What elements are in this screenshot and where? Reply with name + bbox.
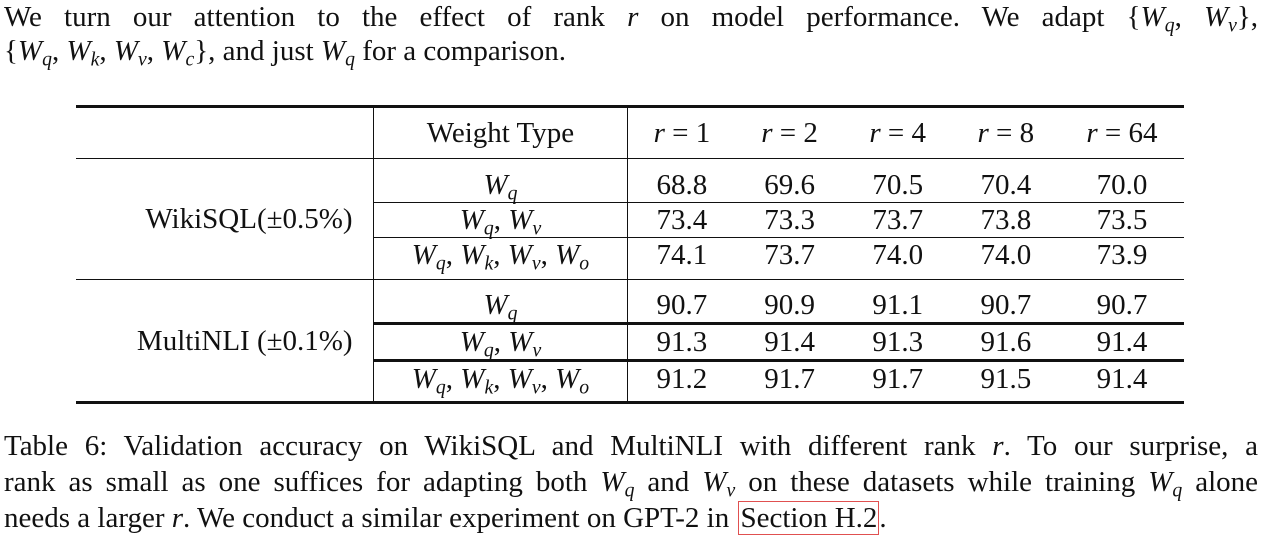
accuracy-cell: 69.6 [735, 158, 844, 203]
header-rank: r = 4 [843, 105, 952, 159]
accuracy-cell: 73.9 [1059, 237, 1184, 280]
section-link[interactable]: Section H.2 [738, 501, 880, 535]
caption-line-1: Table 6: Validation accuracy on WikiSQL … [4, 430, 1258, 462]
accuracy-cell: 90.9 [735, 279, 844, 325]
accuracy-cell: 91.2 [627, 360, 736, 404]
table-caption: Table 6: Validation accuracy on WikiSQL … [4, 428, 1258, 536]
accuracy-cell: 91.7 [843, 360, 952, 404]
accuracy-cell: 90.7 [951, 279, 1060, 325]
header-rank: r = 8 [951, 105, 1060, 159]
accuracy-cell: 91.6 [951, 323, 1060, 362]
dataset-label: MultiNLI (±0.1%) [76, 279, 374, 404]
weight-type-cell: Wq [372, 158, 629, 203]
table-header-row: Weight Type r = 1 r = 2 r = 4 r = 8 r = … [76, 105, 1184, 159]
header-rank: r = 64 [1059, 105, 1184, 159]
accuracy-cell: 73.8 [951, 202, 1060, 238]
accuracy-cell: 73.4 [627, 202, 736, 238]
table-row: Wq, Wv 91.3 91.4 91.3 91.6 91.4 [76, 323, 1184, 362]
intro-paragraph: We turn our attention to the effect of r… [4, 0, 1259, 71]
weight-type-cell: Wq, Wk, Wv, Wo [372, 237, 629, 280]
results-table: Weight Type r = 1 r = 2 r = 4 r = 8 r = … [76, 105, 1184, 404]
weight-type-cell: Wq, Wk, Wv, Wo [372, 360, 629, 404]
accuracy-cell: 91.4 [735, 323, 844, 362]
table-row: Wq, Wv 73.4 73.3 73.7 73.8 73.5 [76, 202, 1184, 238]
table-row: MultiNLI (±0.1%) Wq 90.7 90.9 91.1 90.7 90.7 [76, 279, 1184, 404]
table-group-multinli: MultiNLI (±0.1%) Wq 90.7 90.9 91.1 90.7 90.7 Wq… [76, 279, 1184, 404]
accuracy-cell: 91.3 [843, 323, 952, 362]
header-rank: r = 1 [627, 105, 736, 159]
accuracy-cell: 73.7 [843, 202, 952, 238]
accuracy-cell: 70.5 [843, 158, 952, 203]
accuracy-cell: 73.7 [735, 237, 844, 280]
accuracy-cell: 91.3 [627, 323, 736, 362]
dataset-label: WikiSQL(±0.5%) [76, 158, 374, 280]
accuracy-cell: 91.7 [735, 360, 844, 404]
table-group-wikisql: WikiSQL(±0.5%) Wq 68.8 69.6 70.5 70.4 70.0 Wq, … [76, 158, 1184, 280]
accuracy-cell: 91.1 [843, 279, 952, 325]
header-dataset-cell [76, 105, 374, 159]
weight-type-cell: Wq, Wv [372, 323, 629, 362]
accuracy-cell: 70.4 [951, 158, 1060, 203]
caption-line-2: rank as small as one suffices for adapti… [4, 466, 1259, 502]
table-row: WikiSQL(±0.5%) Wq 68.8 69.6 70.5 70.4 70.0 [76, 158, 1184, 280]
accuracy-cell: 90.7 [1059, 279, 1184, 325]
header-weight-type: Weight Type [372, 105, 629, 159]
accuracy-cell: 74.0 [843, 237, 952, 280]
accuracy-cell: 70.0 [1059, 158, 1184, 203]
table-row: Wq, Wk, Wv, Wo 91.2 91.7 91.7 91.5 91.4 [76, 360, 1184, 404]
accuracy-cell: 74.1 [627, 237, 736, 280]
intro-line-1: We turn our attention to the effect of r… [4, 1, 1259, 37]
accuracy-cell: 73.3 [735, 202, 844, 238]
accuracy-cell: 90.7 [627, 279, 736, 325]
accuracy-cell: 68.8 [627, 158, 736, 203]
header-rank: r = 2 [735, 105, 844, 159]
caption-line-3: needs a larger r. We conduct a similar e… [4, 501, 887, 535]
accuracy-cell: 91.4 [1059, 360, 1184, 404]
weight-type-cell: Wq [372, 279, 629, 325]
accuracy-cell: 91.4 [1059, 323, 1184, 362]
intro-line-2: {Wq, Wk, Wv, Wc}, and just Wq for a comp… [4, 35, 566, 71]
weight-type-cell: Wq, Wv [372, 202, 629, 238]
accuracy-cell: 91.5 [951, 360, 1060, 404]
accuracy-cell: 73.5 [1059, 202, 1184, 238]
accuracy-cell: 74.0 [951, 237, 1060, 280]
table-row: Wq, Wk, Wv, Wo 74.1 73.7 74.0 74.0 73.9 [76, 237, 1184, 280]
